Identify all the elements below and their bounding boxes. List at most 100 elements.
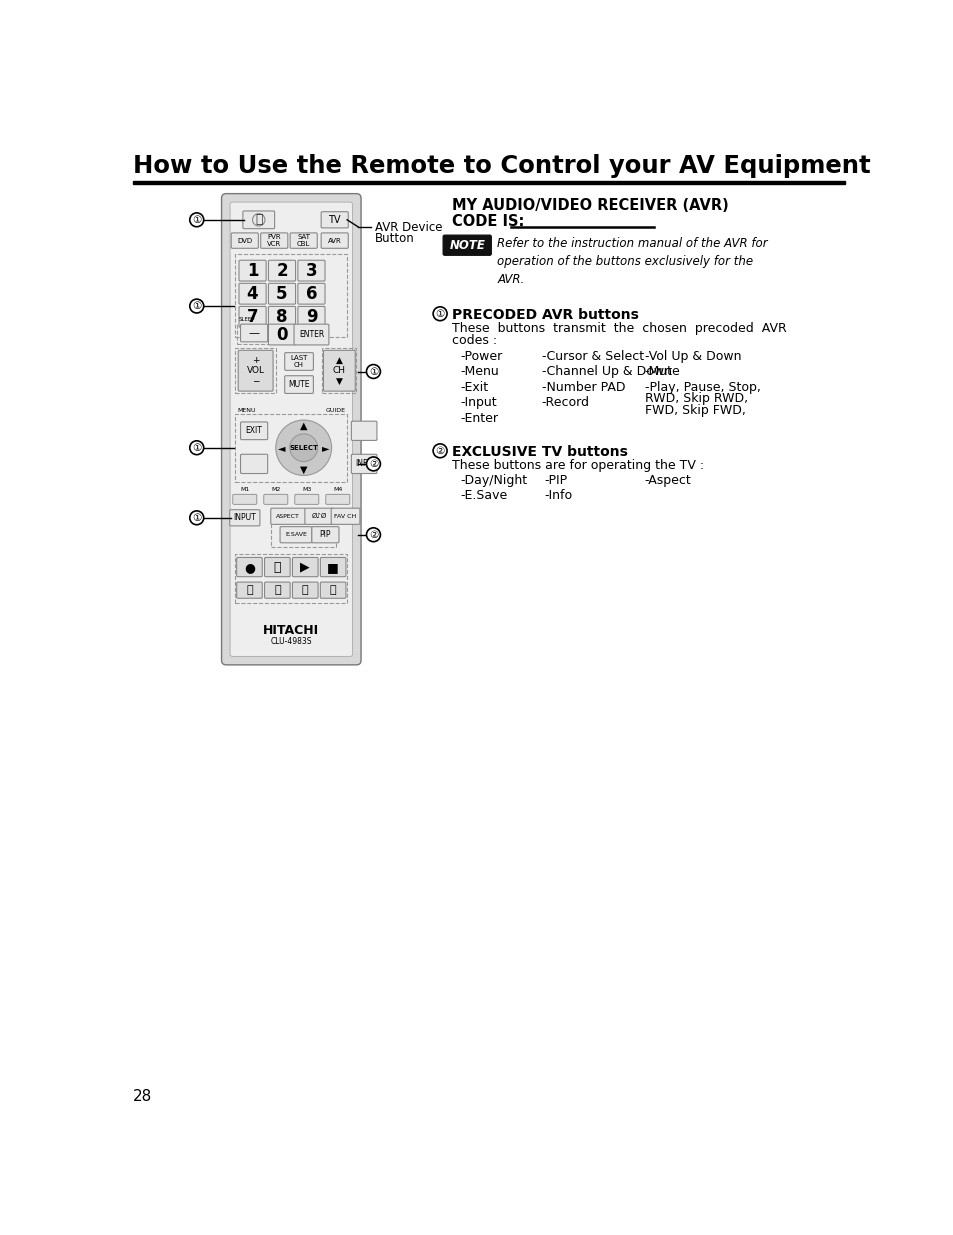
FancyBboxPatch shape: [238, 351, 273, 391]
FancyBboxPatch shape: [321, 233, 348, 248]
FancyBboxPatch shape: [321, 211, 348, 228]
Text: ②: ②: [435, 446, 444, 456]
Text: 6: 6: [305, 285, 316, 303]
Text: These buttons are for operating the TV :: These buttons are for operating the TV :: [452, 459, 704, 472]
FancyBboxPatch shape: [268, 283, 295, 304]
FancyBboxPatch shape: [284, 375, 313, 394]
FancyBboxPatch shape: [351, 421, 376, 441]
Text: ⏮: ⏮: [301, 585, 308, 595]
FancyBboxPatch shape: [293, 557, 317, 577]
Bar: [235, 555, 347, 603]
FancyBboxPatch shape: [280, 526, 312, 543]
Text: -Vol Up & Down: -Vol Up & Down: [644, 350, 740, 363]
Text: E.SAVE: E.SAVE: [285, 532, 307, 537]
FancyBboxPatch shape: [268, 324, 295, 345]
Text: AVR Device: AVR Device: [375, 221, 442, 235]
Circle shape: [366, 457, 380, 471]
Text: 7: 7: [247, 308, 258, 326]
Text: ASPECT: ASPECT: [276, 514, 300, 519]
Text: AVR: AVR: [328, 237, 341, 243]
Text: RWD, Skip RWD,: RWD, Skip RWD,: [644, 393, 747, 405]
Text: ⏭: ⏭: [330, 585, 336, 595]
FancyBboxPatch shape: [351, 454, 376, 473]
Bar: [236, 324, 271, 343]
FancyBboxPatch shape: [239, 306, 266, 327]
FancyBboxPatch shape: [312, 526, 338, 543]
FancyBboxPatch shape: [325, 494, 350, 504]
FancyBboxPatch shape: [331, 508, 359, 525]
Text: -Day/Night: -Day/Night: [459, 474, 527, 487]
Text: -Enter: -Enter: [459, 411, 497, 425]
Text: ▲: ▲: [299, 421, 307, 431]
Text: 8: 8: [276, 308, 288, 326]
FancyBboxPatch shape: [240, 324, 268, 342]
Text: LAST
CH: LAST CH: [290, 354, 308, 368]
FancyBboxPatch shape: [230, 203, 353, 656]
FancyBboxPatch shape: [231, 233, 258, 248]
Text: These  buttons  transmit  the  chosen  precoded  AVR: These buttons transmit the chosen precod…: [452, 322, 786, 335]
Text: codes :: codes :: [452, 333, 497, 347]
Text: -Menu: -Menu: [459, 366, 498, 378]
FancyBboxPatch shape: [240, 422, 268, 440]
Text: M1: M1: [240, 488, 249, 493]
Text: 0: 0: [276, 326, 288, 343]
Text: +
VOL
−: + VOL −: [247, 356, 264, 385]
Text: ENTER: ENTER: [298, 330, 324, 340]
FancyBboxPatch shape: [243, 211, 274, 228]
FancyBboxPatch shape: [294, 324, 329, 345]
Text: SLEEP: SLEEP: [238, 317, 254, 322]
Text: EXIT: EXIT: [246, 426, 262, 435]
Circle shape: [433, 443, 447, 458]
Text: How to Use the Remote to Control your AV Equipment: How to Use the Remote to Control your AV…: [133, 154, 870, 178]
FancyBboxPatch shape: [264, 582, 290, 598]
Circle shape: [253, 214, 265, 226]
Text: ①: ①: [192, 215, 201, 225]
Text: FWD, Skip FWD,: FWD, Skip FWD,: [644, 404, 745, 417]
Text: 28: 28: [133, 1089, 152, 1104]
FancyBboxPatch shape: [268, 261, 295, 282]
Text: Refer to the instruction manual of the AVR for
operation of the buttons exclusiv: Refer to the instruction manual of the A…: [497, 237, 767, 285]
Text: ►: ►: [321, 442, 329, 453]
FancyBboxPatch shape: [323, 351, 355, 391]
FancyBboxPatch shape: [260, 233, 288, 248]
Text: M4: M4: [333, 488, 342, 493]
Bar: [271, 509, 335, 547]
Text: M3: M3: [302, 488, 312, 493]
Text: ①: ①: [192, 301, 201, 311]
Text: 1: 1: [247, 262, 258, 279]
Text: PVR
VCR: PVR VCR: [267, 235, 281, 247]
Text: -Info: -Info: [543, 489, 572, 503]
Text: DVD: DVD: [237, 237, 253, 243]
Text: ②: ②: [369, 459, 377, 469]
Text: -Input: -Input: [459, 396, 497, 409]
Text: -PIP: -PIP: [543, 474, 566, 487]
FancyBboxPatch shape: [320, 582, 346, 598]
Text: ①: ①: [192, 513, 201, 522]
FancyBboxPatch shape: [320, 557, 346, 577]
FancyBboxPatch shape: [233, 494, 256, 504]
FancyBboxPatch shape: [239, 283, 266, 304]
Text: 9: 9: [305, 308, 317, 326]
FancyBboxPatch shape: [443, 235, 491, 256]
Text: ⏸: ⏸: [274, 561, 281, 573]
Text: PIP: PIP: [319, 530, 331, 540]
Text: -Record: -Record: [541, 396, 589, 409]
Text: 5: 5: [276, 285, 288, 303]
FancyBboxPatch shape: [221, 194, 360, 664]
Text: Button: Button: [375, 232, 415, 245]
Text: MENU: MENU: [236, 408, 255, 412]
Text: GUIDE: GUIDE: [325, 408, 345, 412]
Text: ①: ①: [369, 367, 377, 377]
Text: EXCLUSIVE TV buttons: EXCLUSIVE TV buttons: [452, 445, 628, 458]
Text: NOTE: NOTE: [449, 238, 485, 252]
Text: -Cursor & Select: -Cursor & Select: [541, 350, 643, 363]
Bar: [133, 182, 843, 184]
Text: ①: ①: [435, 309, 444, 319]
Text: 4: 4: [247, 285, 258, 303]
Bar: [235, 414, 347, 482]
FancyBboxPatch shape: [264, 494, 288, 504]
Text: TV: TV: [328, 215, 340, 225]
Text: -Number PAD: -Number PAD: [541, 380, 624, 394]
FancyBboxPatch shape: [297, 283, 325, 304]
Text: ⏻: ⏻: [254, 214, 262, 226]
